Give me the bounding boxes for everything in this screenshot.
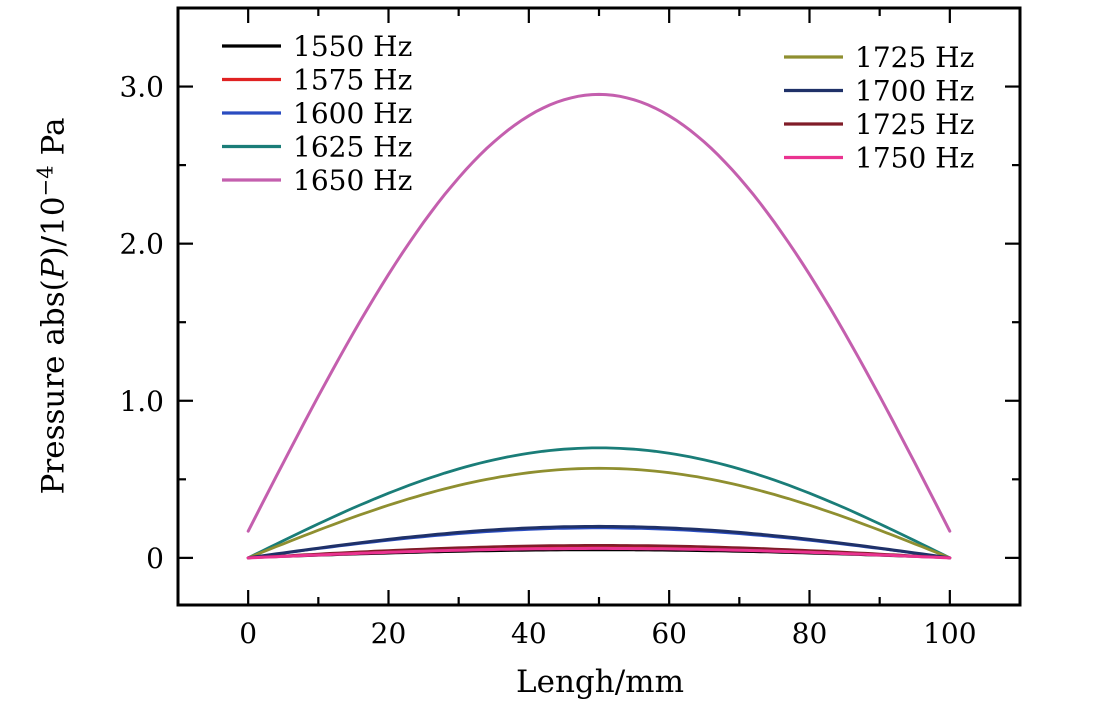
series-line-1725-hz-7 bbox=[246, 544, 952, 560]
y-tick-label: 2.0 bbox=[119, 228, 164, 261]
legend-label-1: 1575 Hz bbox=[293, 64, 412, 97]
y-axis-title-unit: Pa bbox=[35, 117, 72, 166]
x-tick-label: 80 bbox=[792, 617, 828, 650]
series-line-1725-hz-5 bbox=[246, 466, 952, 560]
legend-label-4: 1650 Hz bbox=[293, 164, 412, 197]
legend-label-7: 1725 Hz bbox=[855, 108, 974, 141]
y-axis-title-variable: P bbox=[35, 258, 72, 280]
y-axis-title-exponent: −4 bbox=[32, 165, 58, 197]
x-tick-label: 0 bbox=[239, 617, 257, 650]
y-tick-label: 3.0 bbox=[119, 71, 164, 104]
legend-label-5: 1725 Hz bbox=[855, 41, 974, 74]
legend-label-6: 1700 Hz bbox=[855, 75, 974, 108]
plot-frame bbox=[176, 6, 1022, 607]
y-axis-title-mid: )/10 bbox=[35, 196, 72, 259]
x-tick-label: 60 bbox=[651, 617, 687, 650]
y-axis-title: Pressure abs(P)/10−4 Pa bbox=[32, 118, 71, 495]
y-axis-title-prefix: Pressure abs( bbox=[35, 279, 72, 495]
series-line-1700-hz-6 bbox=[246, 524, 952, 560]
y-tick-label: 0 bbox=[146, 542, 164, 575]
legend-label-8: 1750 Hz bbox=[855, 142, 974, 175]
series-line-1750-hz-8 bbox=[246, 546, 952, 560]
series-line-1625-hz-3 bbox=[246, 446, 952, 560]
series-line-1650-hz-4 bbox=[246, 92, 952, 533]
x-axis-title: Lengh/mm bbox=[516, 664, 684, 700]
y-tick-label: 1.0 bbox=[119, 385, 164, 418]
x-tick-label: 100 bbox=[923, 617, 976, 650]
x-tick-label: 20 bbox=[371, 617, 407, 650]
x-tick-label: 40 bbox=[511, 617, 547, 650]
legend-label-0: 1550 Hz bbox=[293, 30, 412, 63]
legend-label-2: 1600 Hz bbox=[293, 97, 412, 130]
legend-label-3: 1625 Hz bbox=[293, 131, 412, 164]
